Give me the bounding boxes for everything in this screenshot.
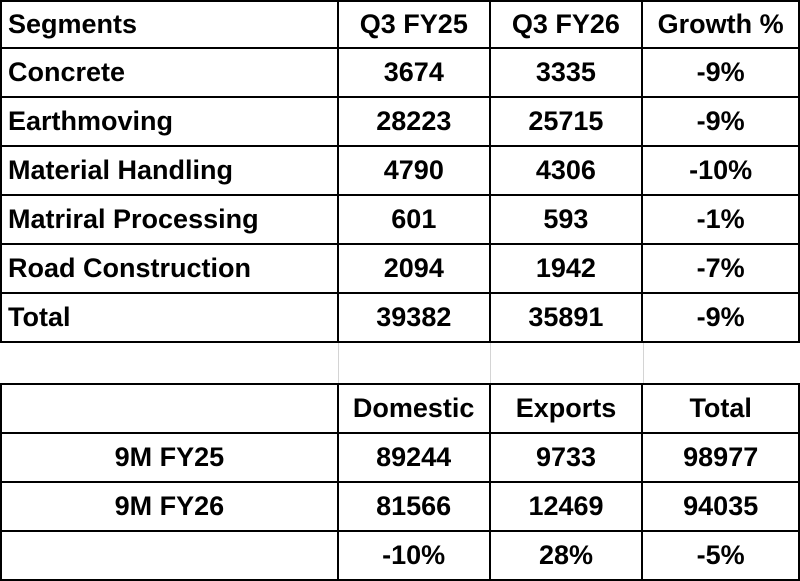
segment-name-cell[interactable]: Matriral Processing: [0, 194, 340, 245]
table-row: Concrete 3674 3335 -9%: [0, 47, 800, 98]
q3fy26-cell[interactable]: 25715: [488, 96, 644, 147]
table-row: Road Construction 2094 1942 -7%: [0, 243, 800, 294]
table-row: 9M FY25 89244 9733 98977: [0, 432, 800, 483]
table-row: Earthmoving 28223 25715 -9%: [0, 96, 800, 147]
table-row-growth: -10% 28% -5%: [0, 530, 800, 581]
total-cell[interactable]: 94035: [641, 481, 800, 532]
exports-cell[interactable]: 12469: [488, 481, 644, 532]
gridline: [490, 343, 491, 383]
q3fy26-cell[interactable]: 3335: [488, 47, 644, 98]
growth-cell[interactable]: -10%: [641, 145, 800, 196]
growth-cell[interactable]: -9%: [641, 292, 800, 343]
empty-spacer-row: [0, 343, 800, 383]
q3fy25-cell[interactable]: 601: [337, 194, 491, 245]
table-row: Material Handling 4790 4306 -10%: [0, 145, 800, 196]
growth-cell[interactable]: -9%: [641, 47, 800, 98]
header-cell-growth[interactable]: Growth %: [641, 0, 800, 49]
domestic-cell[interactable]: -10%: [336, 530, 491, 581]
table-row-total: Total 39382 35891 -9%: [0, 292, 800, 343]
exports-cell[interactable]: 28%: [488, 530, 644, 581]
header-cell-segments[interactable]: Segments: [0, 0, 340, 49]
nine-month-table: Domestic Exports Total 9M FY25 89244 973…: [0, 383, 800, 581]
segment-name-cell[interactable]: Material Handling: [0, 145, 340, 196]
table-row: 9M FY26 81566 12469 94035: [0, 481, 800, 532]
segments-header-row: Segments Q3 FY25 Q3 FY26 Growth %: [0, 0, 800, 49]
growth-cell[interactable]: -7%: [641, 243, 800, 294]
header-cell-q3fy25[interactable]: Q3 FY25: [337, 0, 491, 49]
q3fy26-cell[interactable]: 4306: [488, 145, 644, 196]
domestic-cell[interactable]: 81566: [336, 481, 491, 532]
gridline: [338, 343, 339, 383]
header-cell-exports[interactable]: Exports: [488, 383, 644, 434]
segment-name-cell[interactable]: Concrete: [0, 47, 340, 98]
q3fy25-cell[interactable]: 4790: [337, 145, 491, 196]
growth-cell[interactable]: -9%: [641, 96, 800, 147]
segment-name-cell[interactable]: Total: [0, 292, 340, 343]
q3fy25-cell[interactable]: 39382: [337, 292, 491, 343]
total-cell[interactable]: 98977: [641, 432, 800, 483]
period-cell[interactable]: 9M FY26: [0, 481, 339, 532]
header-cell-domestic[interactable]: Domestic: [336, 383, 491, 434]
q3fy26-cell[interactable]: 593: [488, 194, 644, 245]
segment-name-cell[interactable]: Road Construction: [0, 243, 340, 294]
q3fy25-cell[interactable]: 3674: [337, 47, 491, 98]
q3fy26-cell[interactable]: 35891: [488, 292, 644, 343]
gridline: [643, 343, 644, 383]
growth-cell[interactable]: -1%: [641, 194, 800, 245]
period-cell[interactable]: [0, 530, 339, 581]
q3fy25-cell[interactable]: 28223: [337, 96, 491, 147]
q3fy26-cell[interactable]: 1942: [488, 243, 644, 294]
total-cell[interactable]: -5%: [641, 530, 800, 581]
period-cell[interactable]: 9M FY25: [0, 432, 339, 483]
nine-month-header-row: Domestic Exports Total: [0, 383, 800, 434]
segment-name-cell[interactable]: Earthmoving: [0, 96, 340, 147]
domestic-cell[interactable]: 89244: [336, 432, 491, 483]
header-cell-blank[interactable]: [0, 383, 339, 434]
exports-cell[interactable]: 9733: [488, 432, 644, 483]
q3fy25-cell[interactable]: 2094: [337, 243, 491, 294]
header-cell-total[interactable]: Total: [641, 383, 800, 434]
table-row: Matriral Processing 601 593 -1%: [0, 194, 800, 245]
header-cell-q3fy26[interactable]: Q3 FY26: [488, 0, 644, 49]
segments-table: Segments Q3 FY25 Q3 FY26 Growth % Concre…: [0, 0, 800, 343]
